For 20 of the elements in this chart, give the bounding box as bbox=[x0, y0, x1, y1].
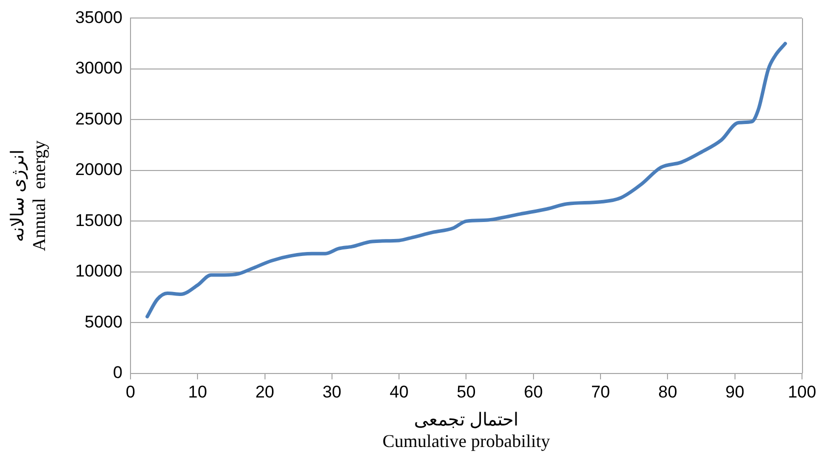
x-tick-label: 20 bbox=[255, 382, 274, 402]
y-tick-label: 20000 bbox=[75, 160, 122, 180]
x-tick-label: 100 bbox=[788, 382, 816, 402]
x-tick-label: 30 bbox=[322, 382, 342, 402]
y-tick-label: 0 bbox=[113, 363, 122, 382]
x-tick-label: 50 bbox=[456, 382, 476, 402]
x-tick-label: 80 bbox=[658, 382, 678, 402]
x-tick-label: 0 bbox=[126, 382, 136, 402]
x-tick-label: 10 bbox=[188, 382, 208, 402]
y-tick-label: 25000 bbox=[75, 109, 122, 128]
line-series bbox=[146, 42, 787, 318]
y-tick-label: 15000 bbox=[75, 210, 122, 230]
y-tick-label: 10000 bbox=[75, 262, 122, 281]
y-tick-label: 35000 bbox=[75, 8, 122, 27]
x-tick-label: 40 bbox=[390, 382, 409, 402]
x-tick-label: 60 bbox=[524, 382, 543, 402]
y-tick-label: 30000 bbox=[75, 58, 122, 78]
y-tick-label: 5000 bbox=[84, 312, 122, 332]
x-tick-label: 90 bbox=[725, 382, 744, 402]
x-tick-label: 70 bbox=[591, 382, 610, 402]
